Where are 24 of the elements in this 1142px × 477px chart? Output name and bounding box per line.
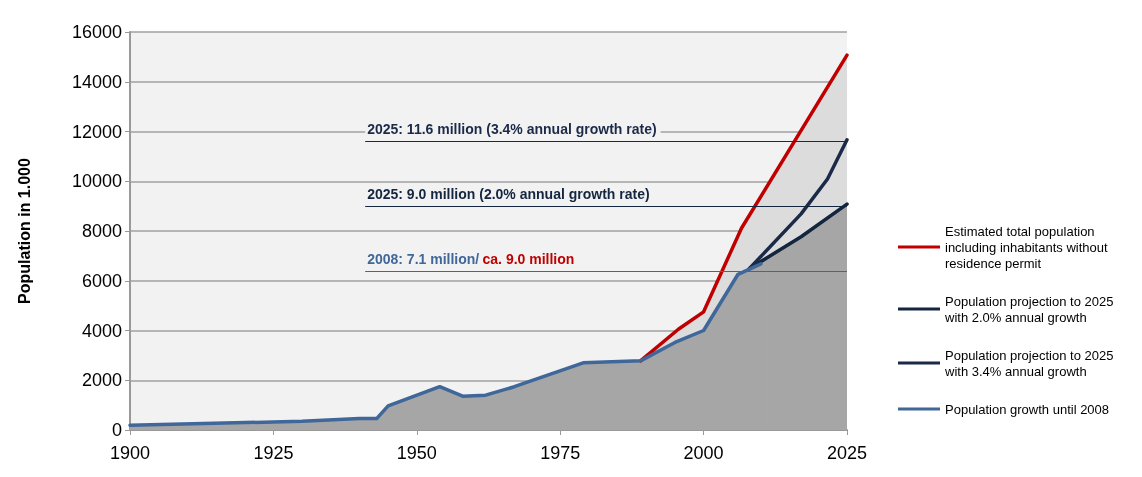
ref-line-label: 2025: 9.0 million (2.0% annual growth rate) [367,186,650,203]
x-tick-label: 2000 [683,443,724,463]
annotation: ca. 9.0 million [482,250,575,267]
legend-label: Population projection to 2025 with 3.4% annual growth [944,347,1118,379]
legend-label: Estimated total population including inhabitants without residence permit [945,223,1112,271]
x-tick-label: 1925 [253,443,294,463]
y-tick-label: 2000 [81,370,122,391]
y-tick-label: 14000 [71,71,122,92]
y-tick-label: 10000 [71,171,122,192]
x-tick-label: 1900 [109,443,151,463]
y-tick-label: 16000 [71,22,122,42]
x-tick-label: 1950 [396,443,437,463]
legend-label: Population growth until 2008 [945,401,1110,417]
annotation: 2008: 7.1 million/ [367,250,480,267]
y-tick-label: 8000 [81,221,122,241]
y-tick-label: 6000 [81,270,122,291]
y-tick-label: 12000 [71,121,122,142]
y-axis-title: Population in 1.000 [15,158,33,304]
y-tick-label: 0 [111,420,122,440]
ref-line-label: 2025: 11.6 million (3.4% annual growth rate) [367,121,657,138]
x-tick-label: 1975 [540,443,581,463]
x-tick-label: 2025 [826,443,868,463]
y-tick-label: 4000 [81,320,122,341]
legend-label: Population projection to 2025 with 2.0% annual growth [944,293,1118,325]
